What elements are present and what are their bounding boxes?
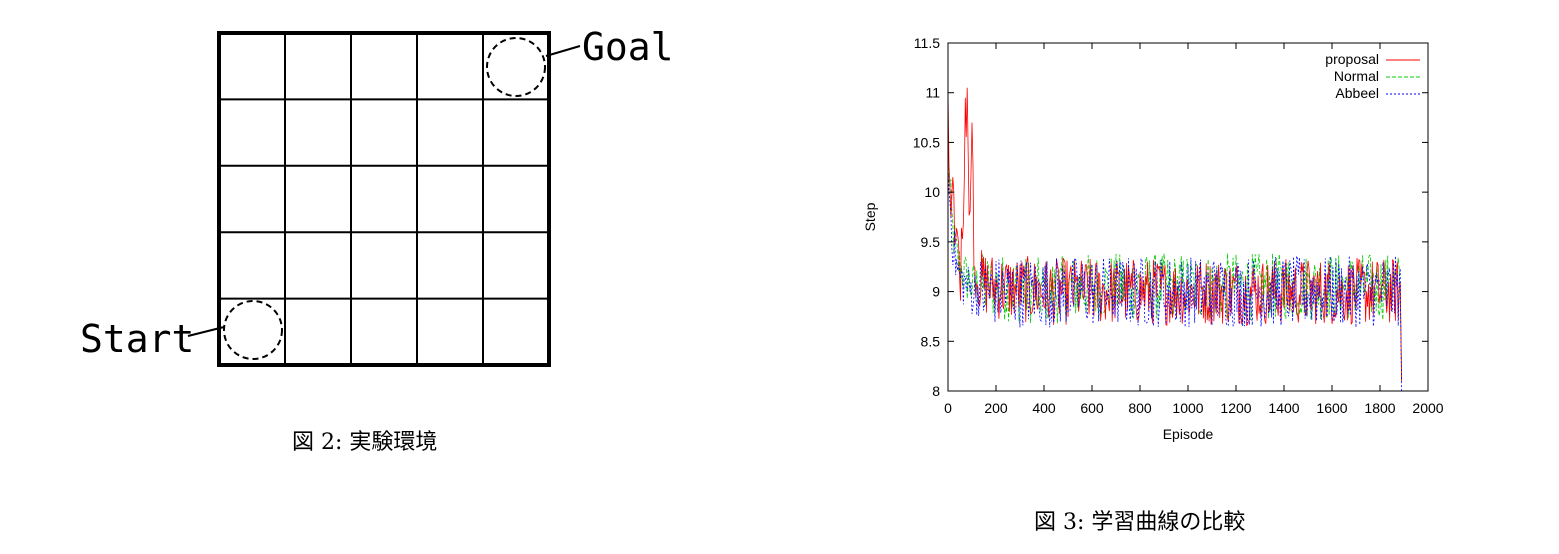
y-tick-label: 10 [924, 184, 940, 200]
goal-label: Goal [582, 25, 674, 69]
start-pointer [187, 326, 225, 337]
y-tick-label: 8.5 [921, 333, 941, 349]
x-tick-label: 800 [1128, 400, 1152, 416]
x-tick-label: 1400 [1268, 400, 1299, 416]
y-tick-label: 11 [925, 85, 940, 101]
x-tick-label: 200 [984, 400, 1008, 416]
y-tick-label: 10.5 [913, 134, 940, 150]
series-line-proposal [947, 87, 1402, 382]
series-line-abbeel [947, 168, 1402, 392]
figure2-caption: 図 2: 実験環境 [292, 430, 438, 455]
series-line-normal [947, 154, 1402, 382]
legend-label: proposal [1325, 51, 1379, 67]
legend-label: Abbeel [1335, 85, 1379, 101]
grid-lines [219, 33, 549, 365]
x-tick-label: 1600 [1316, 400, 1347, 416]
x-tick-label: 1000 [1172, 400, 1203, 416]
y-axis-label: Step [862, 202, 878, 231]
goal-pointer [545, 45, 581, 57]
y-tick-label: 9.5 [921, 234, 941, 250]
legend-label: Normal [1334, 68, 1379, 84]
y-tick-label: 11.5 [914, 35, 940, 51]
x-tick-label: 2000 [1412, 400, 1443, 416]
x-tick-label: 600 [1080, 400, 1104, 416]
x-axis-label: Episode [1163, 426, 1214, 442]
y-tick-label: 8 [932, 383, 940, 399]
x-tick-label: 0 [944, 400, 952, 416]
goal-circle [486, 37, 546, 97]
grid-border [217, 31, 551, 367]
start-label: Start [80, 317, 194, 361]
learning-curve-chart: 0 200 400 600 800 1000 1200 1400 1600 1800 2000 8 8.… [862, 35, 1444, 442]
start-circle [223, 300, 283, 360]
x-tick-label: 400 [1032, 400, 1056, 416]
gridworld-figure: Goal Start [80, 25, 674, 367]
series-layer [947, 87, 1402, 392]
y-tick-label: 9 [932, 284, 940, 300]
figure3-caption: 図 3: 学習曲線の比較 [1034, 510, 1246, 535]
x-tick-label: 1800 [1364, 400, 1395, 416]
x-tick-label: 1200 [1220, 400, 1251, 416]
ticks-layer: 0 200 400 600 800 1000 1200 1400 1600 1800 2000 8 8.… [913, 35, 1444, 416]
